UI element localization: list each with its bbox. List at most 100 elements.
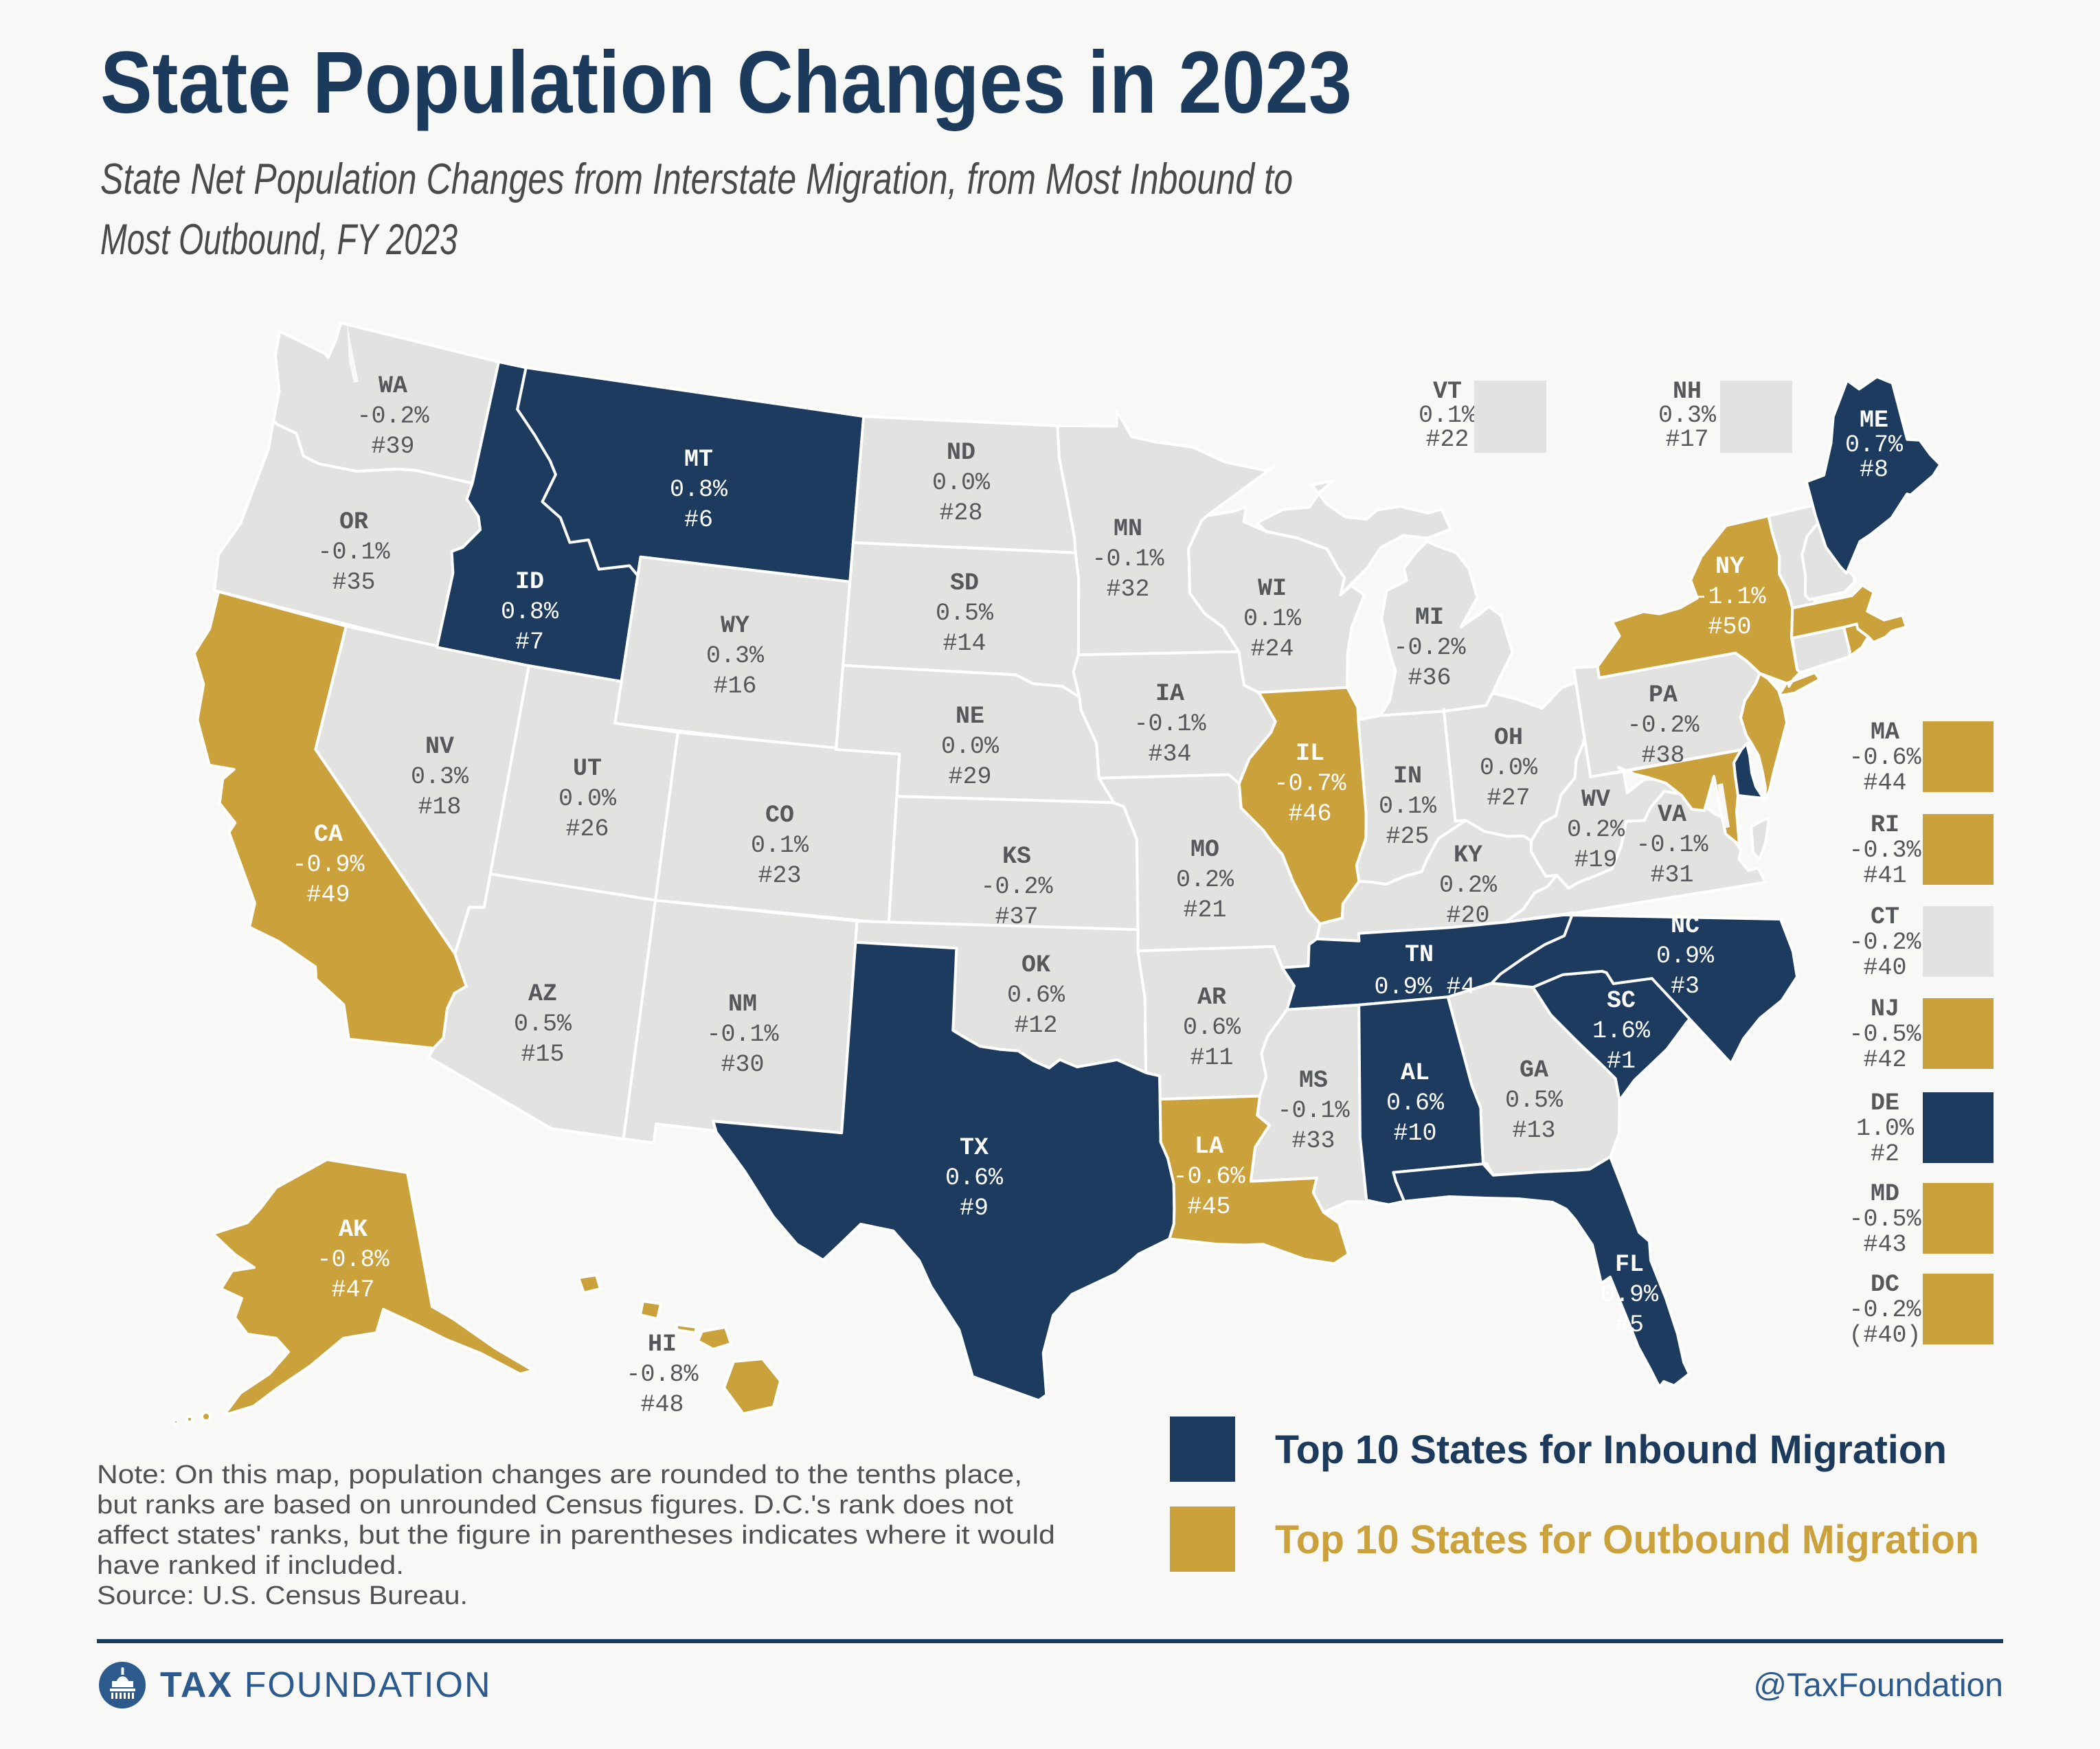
svg-text:AR: AR (1197, 984, 1226, 1011)
svg-text:(#40): (#40) (1849, 1322, 1921, 1349)
svg-text:#33: #33 (1291, 1127, 1335, 1155)
svg-text:UT: UT (573, 755, 602, 782)
svg-text:#14: #14 (942, 630, 986, 657)
svg-text:KY: KY (1454, 842, 1482, 869)
svg-text:-0.1%: -0.1% (1133, 710, 1206, 738)
svg-text:#17: #17 (1665, 426, 1708, 453)
svg-text:0.5%: 0.5% (1505, 1087, 1563, 1114)
svg-text:-0.9%: -0.9% (292, 851, 365, 879)
svg-text:WI: WI (1258, 575, 1287, 602)
svg-text:State Population Changes in 20: State Population Changes in 2023 (100, 34, 1352, 132)
svg-text:ID: ID (515, 568, 544, 596)
svg-text:-1.1%: -1.1% (1693, 583, 1766, 611)
svg-text:IA: IA (1155, 680, 1184, 708)
svg-text:#2: #2 (1871, 1140, 1899, 1168)
svg-text:0.6%: 0.6% (1007, 982, 1065, 1009)
svg-text:0.1%: 0.1% (1379, 793, 1437, 820)
svg-text:0.5%: 0.5% (936, 600, 994, 627)
svg-text:NH: NH (1673, 378, 1702, 405)
svg-text:NJ: NJ (1871, 995, 1899, 1023)
svg-text:AL: AL (1401, 1059, 1430, 1087)
svg-text:#18: #18 (418, 793, 461, 821)
svg-text:0.2%: 0.2% (1439, 872, 1498, 899)
svg-text:0.0%: 0.0% (1480, 754, 1538, 782)
svg-text:#1: #1 (1607, 1048, 1636, 1075)
svg-text:1.6%: 1.6% (1592, 1017, 1651, 1045)
svg-text:#37: #37 (995, 903, 1038, 931)
svg-text:0.0%: 0.0% (558, 785, 617, 813)
svg-text:#49: #49 (306, 881, 350, 909)
svg-text:affect states' ranks, but the: affect states' ranks, but the figure in … (97, 1521, 1055, 1550)
svg-text:Top 10 States for Outbound Mig: Top 10 States for Outbound Migration (1275, 1517, 1979, 1562)
svg-text:MI: MI (1415, 604, 1444, 631)
svg-text:1.0%: 1.0% (1856, 1115, 1915, 1142)
svg-text:#5: #5 (1615, 1311, 1644, 1339)
svg-text:DE: DE (1871, 1090, 1899, 1117)
svg-text:0.3%: 0.3% (1658, 402, 1717, 429)
svg-text:-0.8%: -0.8% (317, 1246, 389, 1274)
svg-text:-0.1%: -0.1% (317, 539, 390, 566)
svg-text:HI: HI (648, 1331, 677, 1358)
svg-text:0.8%: 0.8% (501, 598, 559, 626)
svg-text:-0.2%: -0.2% (357, 403, 429, 430)
svg-text:#45: #45 (1187, 1193, 1230, 1221)
svg-text:-0.2%: -0.2% (1627, 712, 1700, 739)
svg-text:Most Outbound, FY 2023: Most Outbound, FY 2023 (100, 216, 458, 264)
svg-text:#41: #41 (1863, 862, 1906, 890)
svg-text:#19: #19 (1574, 846, 1617, 874)
svg-text:#12: #12 (1014, 1012, 1057, 1039)
svg-text:#30: #30 (721, 1051, 764, 1079)
svg-text:0.2%: 0.2% (1176, 866, 1234, 894)
svg-text:#24: #24 (1250, 635, 1294, 663)
svg-text:#42: #42 (1863, 1046, 1906, 1074)
svg-text:LA: LA (1195, 1133, 1223, 1160)
svg-text:PA: PA (1649, 681, 1678, 709)
svg-text:GA: GA (1520, 1057, 1548, 1084)
svg-text:MT: MT (684, 446, 713, 473)
svg-text:-0.2%: -0.2% (1393, 634, 1466, 662)
svg-text:0.9%: 0.9% (1656, 943, 1715, 970)
svg-text:0.3%: 0.3% (706, 642, 765, 670)
svg-text:MO: MO (1190, 836, 1219, 864)
svg-text:VA: VA (1658, 801, 1686, 828)
svg-text:#10: #10 (1393, 1120, 1436, 1147)
svg-text:0.0%: 0.0% (932, 469, 991, 497)
svg-text:DC: DC (1871, 1271, 1899, 1298)
svg-text:@TaxFoundation: @TaxFoundation (1753, 1667, 2003, 1704)
svg-text:#31: #31 (1650, 861, 1693, 889)
svg-text:#43: #43 (1863, 1231, 1906, 1259)
svg-text:MS: MS (1299, 1067, 1328, 1094)
svg-text:MN: MN (1114, 515, 1142, 543)
svg-text:0.5%: 0.5% (514, 1011, 572, 1038)
svg-text:0.1%: 0.1% (1243, 605, 1302, 633)
svg-text:0.2%: 0.2% (1567, 816, 1625, 844)
svg-text:CT: CT (1871, 903, 1899, 931)
svg-text:0.9%: 0.9% (1601, 1281, 1659, 1309)
svg-text:CO: CO (765, 802, 794, 829)
svg-text:#26: #26 (565, 815, 609, 843)
svg-text:0.7%: 0.7% (1845, 431, 1904, 459)
svg-text:-0.1%: -0.1% (1636, 831, 1708, 859)
svg-text:0.6%: 0.6% (1386, 1090, 1445, 1117)
svg-text:NV: NV (425, 733, 454, 760)
svg-text:MD: MD (1871, 1180, 1899, 1208)
svg-text:IL: IL (1296, 740, 1324, 767)
svg-text:WA: WA (379, 372, 407, 400)
svg-text:0.1%: 0.1% (1419, 402, 1477, 429)
svg-text:State Net Population Changes f: State Net Population Changes from Inters… (100, 155, 1293, 203)
svg-text:#38: #38 (1641, 742, 1684, 769)
svg-text:AK: AK (339, 1216, 368, 1243)
svg-text:#44: #44 (1863, 769, 1906, 797)
svg-text:-0.2%: -0.2% (1849, 929, 1921, 956)
svg-text:#48: #48 (640, 1391, 684, 1419)
svg-text:#21: #21 (1183, 896, 1226, 924)
svg-text:#47: #47 (331, 1276, 374, 1304)
svg-text:ME: ME (1860, 407, 1888, 434)
svg-text:#40: #40 (1863, 954, 1906, 982)
svg-text:#6: #6 (684, 506, 713, 534)
svg-text:#36: #36 (1408, 664, 1451, 692)
svg-text:-0.2%: -0.2% (1849, 1296, 1921, 1324)
svg-text:#20: #20 (1446, 902, 1489, 929)
svg-text:WV: WV (1581, 786, 1610, 813)
svg-text:0.0%: 0.0% (941, 733, 1000, 760)
